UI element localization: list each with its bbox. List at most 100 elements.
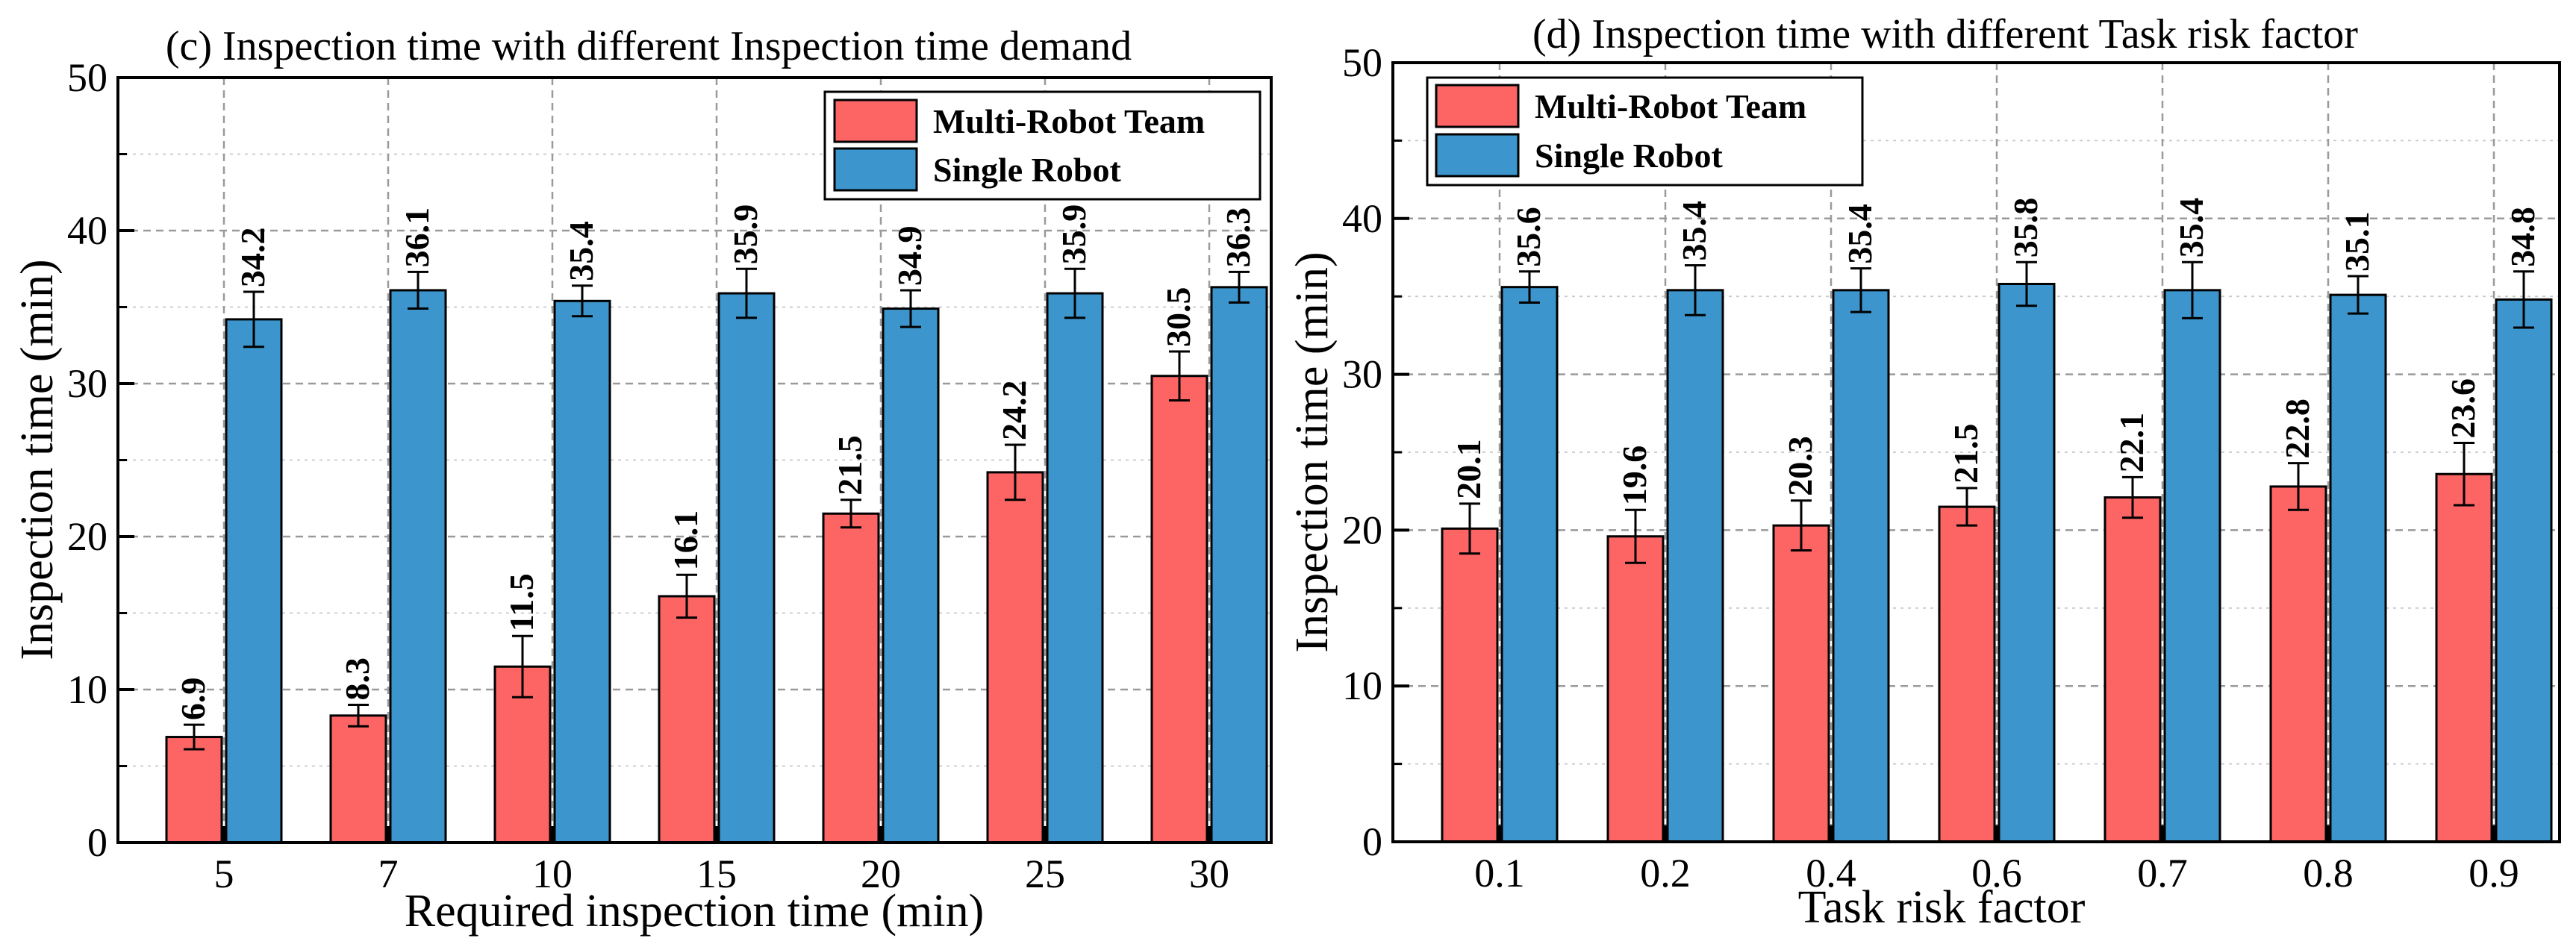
legend-swatch-multi-robot-team: [833, 99, 918, 143]
x-tick-label: 30: [1189, 851, 1229, 896]
y-tick-label: 10: [1342, 663, 1382, 708]
y-tick-label: 30: [1342, 352, 1382, 397]
data-label: 35.4: [2172, 198, 2210, 258]
x-tick-label: 20: [861, 851, 901, 896]
data-label: 24.2: [995, 381, 1033, 441]
bar-single-robot: [2329, 293, 2387, 843]
chart-title: (c) Inspection time with different Inspe…: [166, 23, 1132, 69]
bar-single-robot: [1210, 286, 1268, 844]
x-axis-label: Required inspection time (min): [405, 886, 985, 937]
data-label: 21.5: [1947, 424, 1985, 484]
y-axis-label: Inspection time (min): [12, 259, 63, 660]
x-tick-label: 0.4: [1806, 851, 1856, 896]
bar-single-robot: [1500, 286, 1559, 843]
legend-swatch-single-robot: [833, 147, 918, 192]
bar-multi-robot-team: [822, 512, 880, 844]
data-label: 16.1: [667, 510, 705, 571]
axis-ticks: 0 10 20 30 40 50 0.1 0.2 0.4 0.6 0.7 0.8 0.9: [1342, 40, 2519, 896]
data-label: 35.8: [2006, 198, 2045, 258]
bar-single-robot: [882, 307, 940, 844]
y-axis-label: Inspection time (min): [1287, 251, 1338, 652]
y-tick-label: 10: [67, 667, 107, 712]
data-label: 6.9: [174, 678, 212, 721]
x-tick-label: 0.6: [1971, 851, 2022, 896]
bar-single-robot: [1046, 292, 1104, 844]
data-label: 22.8: [2278, 399, 2316, 459]
bar-single-robot: [717, 292, 776, 844]
bar-single-robot: [225, 318, 283, 844]
bar-multi-robot-team: [658, 595, 716, 844]
x-tick-label: 0.7: [2137, 851, 2188, 896]
legend-label-single-robot: Single Robot: [933, 151, 1121, 189]
data-label: 35.9: [1055, 204, 1093, 265]
bar-single-robot: [553, 299, 611, 844]
y-tick-label: 50: [67, 55, 107, 100]
bars: [1441, 282, 2553, 843]
data-label: 34.9: [891, 225, 929, 286]
y-tick-label: 0: [87, 820, 107, 865]
x-tick-label: 15: [696, 851, 737, 896]
y-tick-label: 0: [1362, 819, 1382, 864]
x-axis-label: Task risk factor: [1798, 882, 2086, 933]
data-label: 20.3: [1781, 436, 1819, 496]
error-bars: [1459, 260, 2534, 564]
data-label: 35.4: [562, 221, 600, 281]
data-label: 35.1: [2338, 212, 2376, 272]
bar-multi-robot-team: [2435, 472, 2493, 843]
data-label: 36.3: [1219, 207, 1257, 268]
bar-multi-robot-team: [1772, 524, 1830, 843]
data-label: 35.9: [726, 204, 764, 265]
data-label: 35.6: [1509, 207, 1547, 267]
legend-label-single-robot: Single Robot: [1535, 137, 1723, 175]
y-tick-label: 30: [67, 361, 107, 406]
bar-single-robot: [389, 289, 447, 844]
data-label: 35.4: [1841, 204, 1879, 264]
bar-multi-robot-team: [2103, 496, 2162, 843]
bar-multi-robot-team: [1938, 505, 1996, 843]
data-label: 36.1: [398, 207, 436, 268]
bar-multi-robot-team: [165, 736, 223, 844]
bars: [165, 286, 1268, 844]
bar-single-robot: [2163, 289, 2221, 843]
x-tick-label: 0.8: [2303, 851, 2354, 896]
y-tick-label: 40: [1342, 196, 1382, 241]
y-tick-label: 20: [1342, 507, 1382, 552]
bar-single-robot: [1998, 282, 2056, 843]
data-label: 22.1: [2112, 413, 2151, 473]
bar-multi-robot-team: [986, 471, 1044, 844]
legend-swatch-single-robot: [1435, 133, 1520, 178]
bar-multi-robot-team: [1150, 375, 1209, 844]
x-tick-label: 7: [378, 851, 399, 896]
x-tick-label: 5: [214, 851, 234, 896]
bar-single-robot: [2495, 298, 2553, 843]
bar-multi-robot-team: [1441, 527, 1499, 843]
axis-ticks: 0 10 20 30 40 50 5 7 10 15 20 25 30: [67, 55, 1229, 896]
data-label: 35.4: [1675, 201, 1713, 261]
y-tick-label: 20: [67, 514, 107, 559]
x-tick-label: 0.1: [1474, 851, 1525, 896]
legend: Multi-Robot Team Single Robot: [1426, 76, 1864, 187]
data-label: 11.5: [502, 573, 540, 631]
data-labels: 20.1 19.6 20.3 21.5 22.1 22.8 23.6 35.6 35.4 35.4…: [1450, 198, 2542, 505]
chart-panel-c: (c) Inspection time with different Inspe…: [12, 23, 1273, 937]
x-tick-label: 0.9: [2469, 851, 2519, 896]
bar-multi-robot-team: [2269, 485, 2327, 843]
data-label: 30.5: [1159, 287, 1197, 347]
data-label: 23.6: [2444, 378, 2482, 439]
data-label: 8.3: [338, 657, 376, 701]
error-bars: [184, 267, 1250, 751]
chart-title: (d) Inspection time with different Task …: [1532, 11, 2358, 57]
legend-label-multi-robot-team: Multi-Robot Team: [1535, 87, 1806, 125]
legend: Multi-Robot Team Single Robot: [823, 90, 1262, 201]
data-labels: 6.9 8.3 11.5 16.1 21.5 24.2 30.5 34.2 36.1 35.4 35…: [174, 204, 1257, 720]
data-label: 34.2: [234, 228, 272, 288]
data-label: 19.6: [1615, 446, 1653, 506]
bar-multi-robot-team: [329, 714, 387, 844]
data-label: 34.8: [2504, 207, 2542, 267]
data-label: 21.5: [831, 435, 869, 496]
bar-single-robot: [1832, 289, 1890, 843]
y-tick-label: 40: [67, 208, 107, 253]
bar-multi-robot-team: [1606, 535, 1665, 843]
x-tick-label: 0.2: [1640, 851, 1691, 896]
